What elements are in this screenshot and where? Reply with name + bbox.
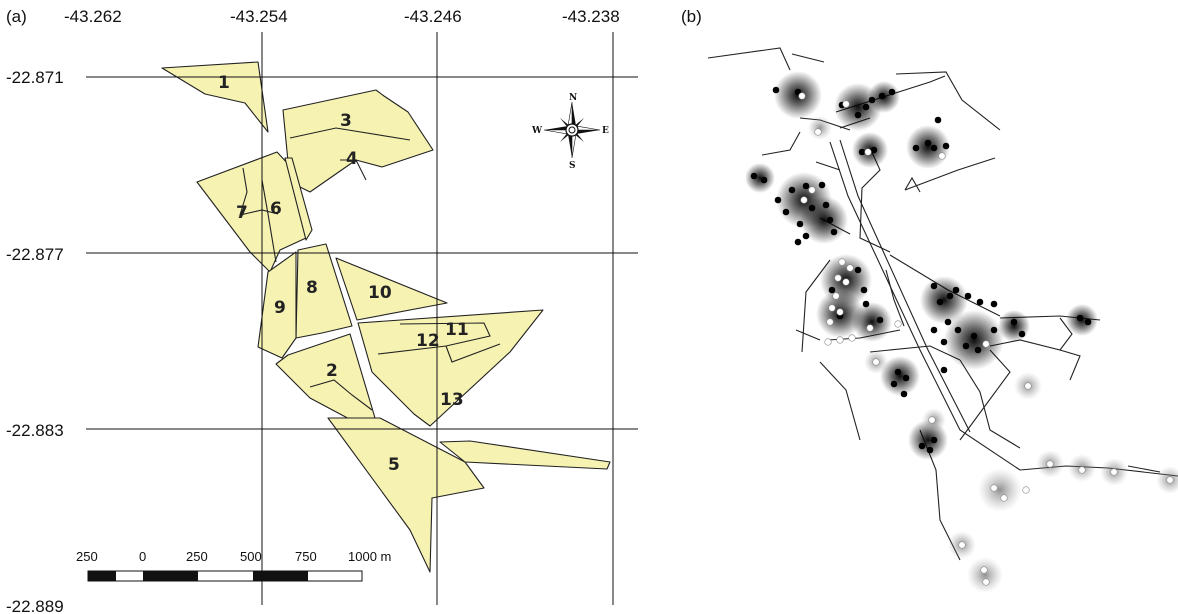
panel-a: (a) -43.262 -43.254 -43.246 -43.238 -22.… — [6, 7, 638, 614]
scale-tick-label: 1000 m — [348, 549, 391, 564]
density-heatmap — [745, 71, 1178, 593]
latitude-label: -22.883 — [6, 421, 64, 440]
white-points — [798, 92, 1174, 586]
parcel-number: 9 — [274, 298, 286, 318]
panel-a-label: (a) — [6, 7, 27, 26]
parcel-number: 10 — [368, 283, 392, 303]
panel-b-label: (b) — [681, 7, 702, 26]
parcel-number: 11 — [445, 320, 469, 340]
black-points — [750, 86, 1092, 454]
scale-tick-label: 0 — [139, 549, 146, 564]
latitude-label: -22.889 — [6, 597, 64, 614]
parcels — [161, 61, 611, 573]
compass-east-label: E — [602, 126, 609, 136]
scale-tick-label: 750 — [295, 549, 317, 564]
parcel-number: 8 — [306, 278, 318, 298]
scale-tick-label: 250 — [186, 549, 208, 564]
panel-b: (b) — [681, 7, 1178, 593]
parcel-number: 3 — [340, 111, 352, 131]
parcel-10[interactable] — [335, 257, 448, 321]
parcel-numbers: 1 3 4 6 7 8 9 10 11 12 2 13 5 — [218, 73, 469, 475]
parcel-number: 1 — [218, 73, 230, 93]
parcel-number: 5 — [388, 455, 400, 475]
parcel-3-4[interactable] — [282, 89, 434, 193]
longitude-label: -43.246 — [404, 7, 462, 26]
parcel-8[interactable] — [295, 243, 353, 339]
compass-north-label: N — [569, 93, 577, 103]
compass-south-label: S — [569, 161, 576, 171]
parcel-number: 2 — [326, 361, 338, 381]
scale-tick-label: 500 — [240, 549, 262, 564]
latitude-label: -22.871 — [6, 68, 64, 87]
scale-tick-label: 250 — [76, 549, 98, 564]
longitude-label: -43.238 — [562, 7, 620, 26]
longitude-label: -43.254 — [230, 7, 288, 26]
grid — [86, 32, 638, 605]
parcel-number: 6 — [270, 199, 282, 219]
compass-rose-icon: N S E W — [531, 93, 609, 171]
parcel-5[interactable] — [327, 417, 485, 573]
latitude-label: -22.877 — [6, 245, 64, 264]
parcel-number: 12 — [416, 331, 440, 351]
parcel-6-strip[interactable] — [284, 157, 313, 241]
scale-bar-icon: 250 0 250 500 750 1000 m — [76, 549, 391, 582]
parcel-number: 7 — [236, 203, 248, 223]
longitude-label: -43.262 — [64, 7, 122, 26]
compass-west-label: W — [531, 126, 543, 136]
parcel-number: 4 — [346, 149, 358, 169]
parcel-5-strip[interactable] — [439, 440, 611, 470]
parcel-number: 13 — [440, 390, 464, 410]
parcel-1[interactable] — [161, 61, 269, 133]
parcel-11-12-13[interactable] — [357, 309, 544, 427]
parcel-9[interactable] — [257, 251, 297, 359]
